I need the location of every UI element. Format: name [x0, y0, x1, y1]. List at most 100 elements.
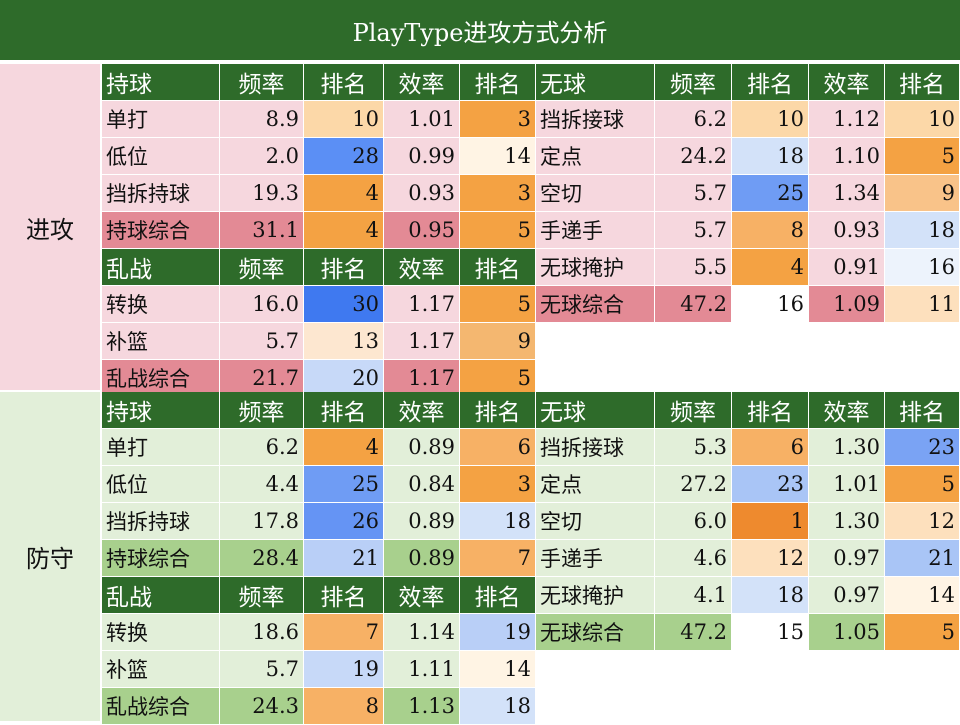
frequency-value: 5.5 — [655, 249, 732, 286]
frequency-value: 5.3 — [655, 429, 732, 466]
frequency-rank: 4 — [304, 212, 384, 249]
efficiency-value: 1.01 — [384, 101, 460, 138]
frequency-value: 5.7 — [655, 175, 732, 212]
column-header: 排名 — [885, 64, 960, 101]
column-header: 频率 — [220, 392, 304, 429]
column-header: 无球 — [536, 64, 655, 101]
play-type-name: 单打 — [102, 101, 220, 138]
column-header: 排名 — [460, 64, 536, 101]
frequency-rank: 8 — [304, 688, 384, 725]
frequency-value: 5.7 — [220, 323, 304, 360]
frequency-rank: 10 — [304, 101, 384, 138]
column-header: 持球 — [102, 64, 220, 101]
frequency-value: 4.4 — [220, 466, 304, 503]
efficiency-rank: 7 — [460, 540, 536, 577]
efficiency-rank: 23 — [885, 429, 960, 466]
frequency-value: 24.3 — [220, 688, 304, 725]
efficiency-value: 0.91 — [809, 249, 885, 286]
efficiency-rank: 3 — [460, 175, 536, 212]
efficiency-value: 1.11 — [384, 651, 460, 688]
column-header: 排名 — [460, 392, 536, 429]
efficiency-rank: 9 — [460, 323, 536, 360]
efficiency-rank: 19 — [460, 614, 536, 651]
column-header: 排名 — [732, 64, 809, 101]
column-header: 乱战 — [102, 577, 220, 614]
efficiency-value: 1.01 — [809, 466, 885, 503]
play-type-name: 挡拆持球 — [102, 503, 220, 540]
efficiency-rank: 5 — [885, 138, 960, 175]
efficiency-rank: 5 — [885, 614, 960, 651]
column-header: 排名 — [304, 392, 384, 429]
column-header: 排名 — [885, 392, 960, 429]
efficiency-rank: 9 — [885, 175, 960, 212]
frequency-rank: 15 — [732, 614, 809, 651]
column-header: 排名 — [460, 577, 536, 614]
efficiency-rank: 5 — [460, 286, 536, 323]
efficiency-value: 1.30 — [809, 429, 885, 466]
frequency-value: 4.6 — [655, 540, 732, 577]
defense-right-table: 无球 频率 排名 效率 排名 挡拆接球 5.3 6 1.30 23 定点 27.2 23 1.01 5 空切 6… — [536, 392, 960, 651]
frequency-value: 47.2 — [655, 286, 732, 323]
frequency-rank: 1 — [732, 503, 809, 540]
play-type-name: 无球综合 — [536, 286, 655, 323]
frequency-rank: 20 — [304, 360, 384, 397]
frequency-rank: 4 — [304, 175, 384, 212]
play-type-name: 手递手 — [536, 212, 655, 249]
frequency-rank: 6 — [732, 429, 809, 466]
column-header: 排名 — [304, 249, 384, 286]
frequency-rank: 16 — [732, 286, 809, 323]
efficiency-value: 1.12 — [809, 101, 885, 138]
column-header: 频率 — [220, 577, 304, 614]
frequency-value: 18.6 — [220, 614, 304, 651]
frequency-value: 17.8 — [220, 503, 304, 540]
efficiency-rank: 5 — [885, 466, 960, 503]
efficiency-rank: 21 — [885, 540, 960, 577]
play-type-name: 挡拆接球 — [536, 429, 655, 466]
efficiency-rank: 3 — [460, 466, 536, 503]
play-type-name: 转换 — [102, 286, 220, 323]
frequency-rank: 18 — [732, 577, 809, 614]
play-type-name: 持球综合 — [102, 212, 220, 249]
efficiency-value: 0.89 — [384, 540, 460, 577]
column-header: 效率 — [809, 64, 885, 101]
efficiency-rank: 3 — [460, 101, 536, 138]
efficiency-value: 1.34 — [809, 175, 885, 212]
play-type-name: 定点 — [536, 466, 655, 503]
frequency-rank: 26 — [304, 503, 384, 540]
section-label-offense: 进攻 — [0, 64, 102, 390]
frequency-rank: 7 — [304, 614, 384, 651]
frequency-rank: 28 — [304, 138, 384, 175]
play-type-name: 空切 — [536, 503, 655, 540]
frequency-rank: 10 — [732, 101, 809, 138]
play-type-name: 单打 — [102, 429, 220, 466]
column-header: 乱战 — [102, 249, 220, 286]
efficiency-value: 1.17 — [384, 286, 460, 323]
play-type-name: 乱战综合 — [102, 688, 220, 725]
column-header: 效率 — [384, 249, 460, 286]
frequency-rank: 12 — [732, 540, 809, 577]
play-type-name: 定点 — [536, 138, 655, 175]
efficiency-rank: 18 — [460, 503, 536, 540]
frequency-value: 6.2 — [220, 429, 304, 466]
play-type-name: 无球掩护 — [536, 249, 655, 286]
efficiency-value: 0.89 — [384, 429, 460, 466]
efficiency-value: 1.17 — [384, 360, 460, 397]
play-type-name: 无球综合 — [536, 614, 655, 651]
frequency-value: 6.2 — [655, 101, 732, 138]
efficiency-value: 0.95 — [384, 212, 460, 249]
play-type-name: 空切 — [536, 175, 655, 212]
frequency-value: 5.7 — [655, 212, 732, 249]
column-header: 效率 — [809, 392, 885, 429]
frequency-rank: 25 — [304, 466, 384, 503]
efficiency-value: 1.13 — [384, 688, 460, 725]
frequency-rank: 4 — [732, 249, 809, 286]
play-type-name: 低位 — [102, 466, 220, 503]
play-type-name: 无球掩护 — [536, 577, 655, 614]
column-header: 效率 — [384, 577, 460, 614]
column-header: 排名 — [304, 64, 384, 101]
column-header: 频率 — [220, 64, 304, 101]
frequency-rank: 19 — [304, 651, 384, 688]
column-header: 排名 — [732, 392, 809, 429]
frequency-value: 8.9 — [220, 101, 304, 138]
frequency-value: 16.0 — [220, 286, 304, 323]
